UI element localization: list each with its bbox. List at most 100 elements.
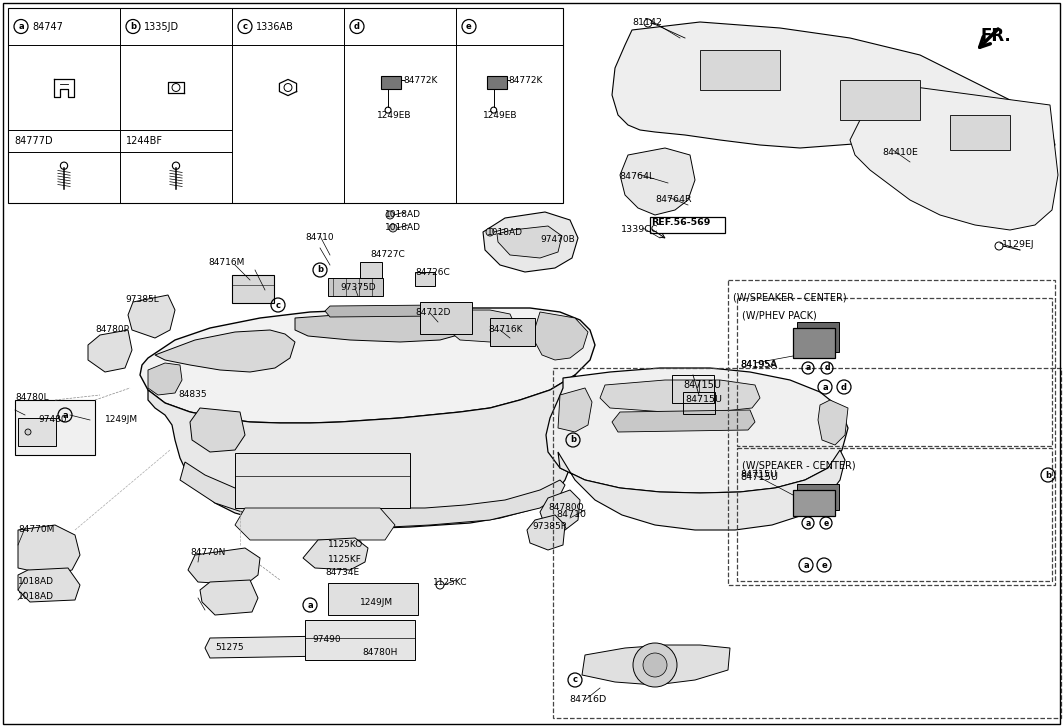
Bar xyxy=(420,302,472,334)
Text: 1249JM: 1249JM xyxy=(105,415,138,424)
Bar xyxy=(553,368,1061,718)
Bar xyxy=(728,280,1054,585)
Text: 84764R: 84764R xyxy=(655,195,692,204)
Bar xyxy=(684,392,715,414)
Text: c: c xyxy=(242,22,248,31)
Circle shape xyxy=(386,211,394,219)
Bar xyxy=(737,448,1052,581)
Text: 84715U: 84715U xyxy=(685,395,722,404)
Text: 84716M: 84716M xyxy=(208,258,244,267)
Text: 1018AD: 1018AD xyxy=(385,223,421,232)
Bar xyxy=(18,418,56,446)
Polygon shape xyxy=(180,462,566,528)
Circle shape xyxy=(486,228,494,236)
Text: 84715U: 84715U xyxy=(684,380,721,390)
Bar xyxy=(793,490,836,516)
Bar xyxy=(235,453,410,508)
Polygon shape xyxy=(612,410,755,432)
Text: 1336AB: 1336AB xyxy=(256,22,293,31)
Text: e: e xyxy=(824,518,829,528)
Text: 97480: 97480 xyxy=(38,415,67,424)
Polygon shape xyxy=(200,580,258,615)
Text: 1244BF: 1244BF xyxy=(126,136,163,146)
Polygon shape xyxy=(296,314,460,342)
Bar xyxy=(490,318,535,346)
Bar xyxy=(649,217,725,233)
Bar xyxy=(737,298,1052,446)
Polygon shape xyxy=(235,508,395,540)
Polygon shape xyxy=(558,388,592,432)
Text: 1249EB: 1249EB xyxy=(483,111,518,120)
Polygon shape xyxy=(190,408,244,452)
Polygon shape xyxy=(840,80,919,120)
Bar xyxy=(382,76,401,89)
Bar xyxy=(232,275,274,303)
Polygon shape xyxy=(950,115,1010,150)
Text: (W/PHEV PACK): (W/PHEV PACK) xyxy=(742,311,816,321)
Text: (W/SPEAKER - CENTER): (W/SPEAKER - CENTER) xyxy=(733,293,846,303)
Polygon shape xyxy=(205,635,395,658)
Text: c: c xyxy=(275,300,281,310)
Text: 1249EB: 1249EB xyxy=(377,111,411,120)
Text: a: a xyxy=(63,411,68,419)
Circle shape xyxy=(643,653,667,677)
Text: 84780Q: 84780Q xyxy=(549,503,584,512)
Text: 84835: 84835 xyxy=(178,390,206,399)
Text: 97470B: 97470B xyxy=(540,235,575,244)
Text: 84716K: 84716K xyxy=(488,325,523,334)
Text: e: e xyxy=(466,22,472,31)
Text: b: b xyxy=(130,22,136,31)
Text: b: b xyxy=(570,435,576,444)
Text: 97490: 97490 xyxy=(313,635,340,644)
Polygon shape xyxy=(535,312,588,360)
Text: 97385L: 97385L xyxy=(125,295,158,304)
Bar xyxy=(487,76,507,89)
Text: a: a xyxy=(806,518,811,528)
Polygon shape xyxy=(540,490,580,530)
Text: 97375D: 97375D xyxy=(340,283,375,292)
Text: c: c xyxy=(573,675,577,685)
Text: REF.56-569: REF.56-569 xyxy=(651,218,710,227)
Text: 84195A: 84195A xyxy=(740,360,776,369)
Bar xyxy=(415,272,435,286)
Circle shape xyxy=(389,224,396,232)
Polygon shape xyxy=(155,330,296,372)
Text: 1125KO: 1125KO xyxy=(328,540,364,549)
Polygon shape xyxy=(18,568,80,602)
Text: 84726C: 84726C xyxy=(415,268,450,277)
Polygon shape xyxy=(88,330,132,372)
Circle shape xyxy=(26,429,31,435)
Text: b: b xyxy=(1045,470,1051,480)
Polygon shape xyxy=(303,538,368,570)
Polygon shape xyxy=(140,308,595,423)
Polygon shape xyxy=(546,368,848,493)
Text: a: a xyxy=(806,364,811,372)
Polygon shape xyxy=(819,400,848,445)
Text: 84712D: 84712D xyxy=(415,308,451,317)
Circle shape xyxy=(632,643,677,687)
Bar xyxy=(328,583,418,615)
Text: 84715U: 84715U xyxy=(740,470,777,479)
Text: 84780P: 84780P xyxy=(95,325,129,334)
Bar xyxy=(672,375,714,403)
Bar xyxy=(15,400,95,455)
Text: 84770N: 84770N xyxy=(190,548,225,557)
Text: 81142: 81142 xyxy=(632,18,662,27)
Text: 84780L: 84780L xyxy=(15,393,49,402)
Bar xyxy=(797,322,839,352)
Text: 84747: 84747 xyxy=(32,22,63,31)
Text: 84710: 84710 xyxy=(305,233,334,242)
Polygon shape xyxy=(448,310,514,342)
Text: (W/SPEAKER - CENTER): (W/SPEAKER - CENTER) xyxy=(742,461,856,471)
Text: 84715U: 84715U xyxy=(740,472,778,482)
Text: 1018AD: 1018AD xyxy=(18,577,54,586)
Polygon shape xyxy=(600,380,760,412)
Text: a: a xyxy=(18,22,23,31)
Text: FR.: FR. xyxy=(980,27,1011,45)
Text: 84710: 84710 xyxy=(556,510,586,519)
Text: 84780H: 84780H xyxy=(362,648,398,657)
Text: 1249JM: 1249JM xyxy=(360,598,393,607)
Text: d: d xyxy=(841,382,847,392)
Polygon shape xyxy=(558,450,845,530)
Text: 51275: 51275 xyxy=(215,643,243,652)
